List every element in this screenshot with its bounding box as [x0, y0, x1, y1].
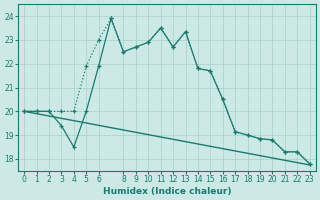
X-axis label: Humidex (Indice chaleur): Humidex (Indice chaleur) — [103, 187, 231, 196]
